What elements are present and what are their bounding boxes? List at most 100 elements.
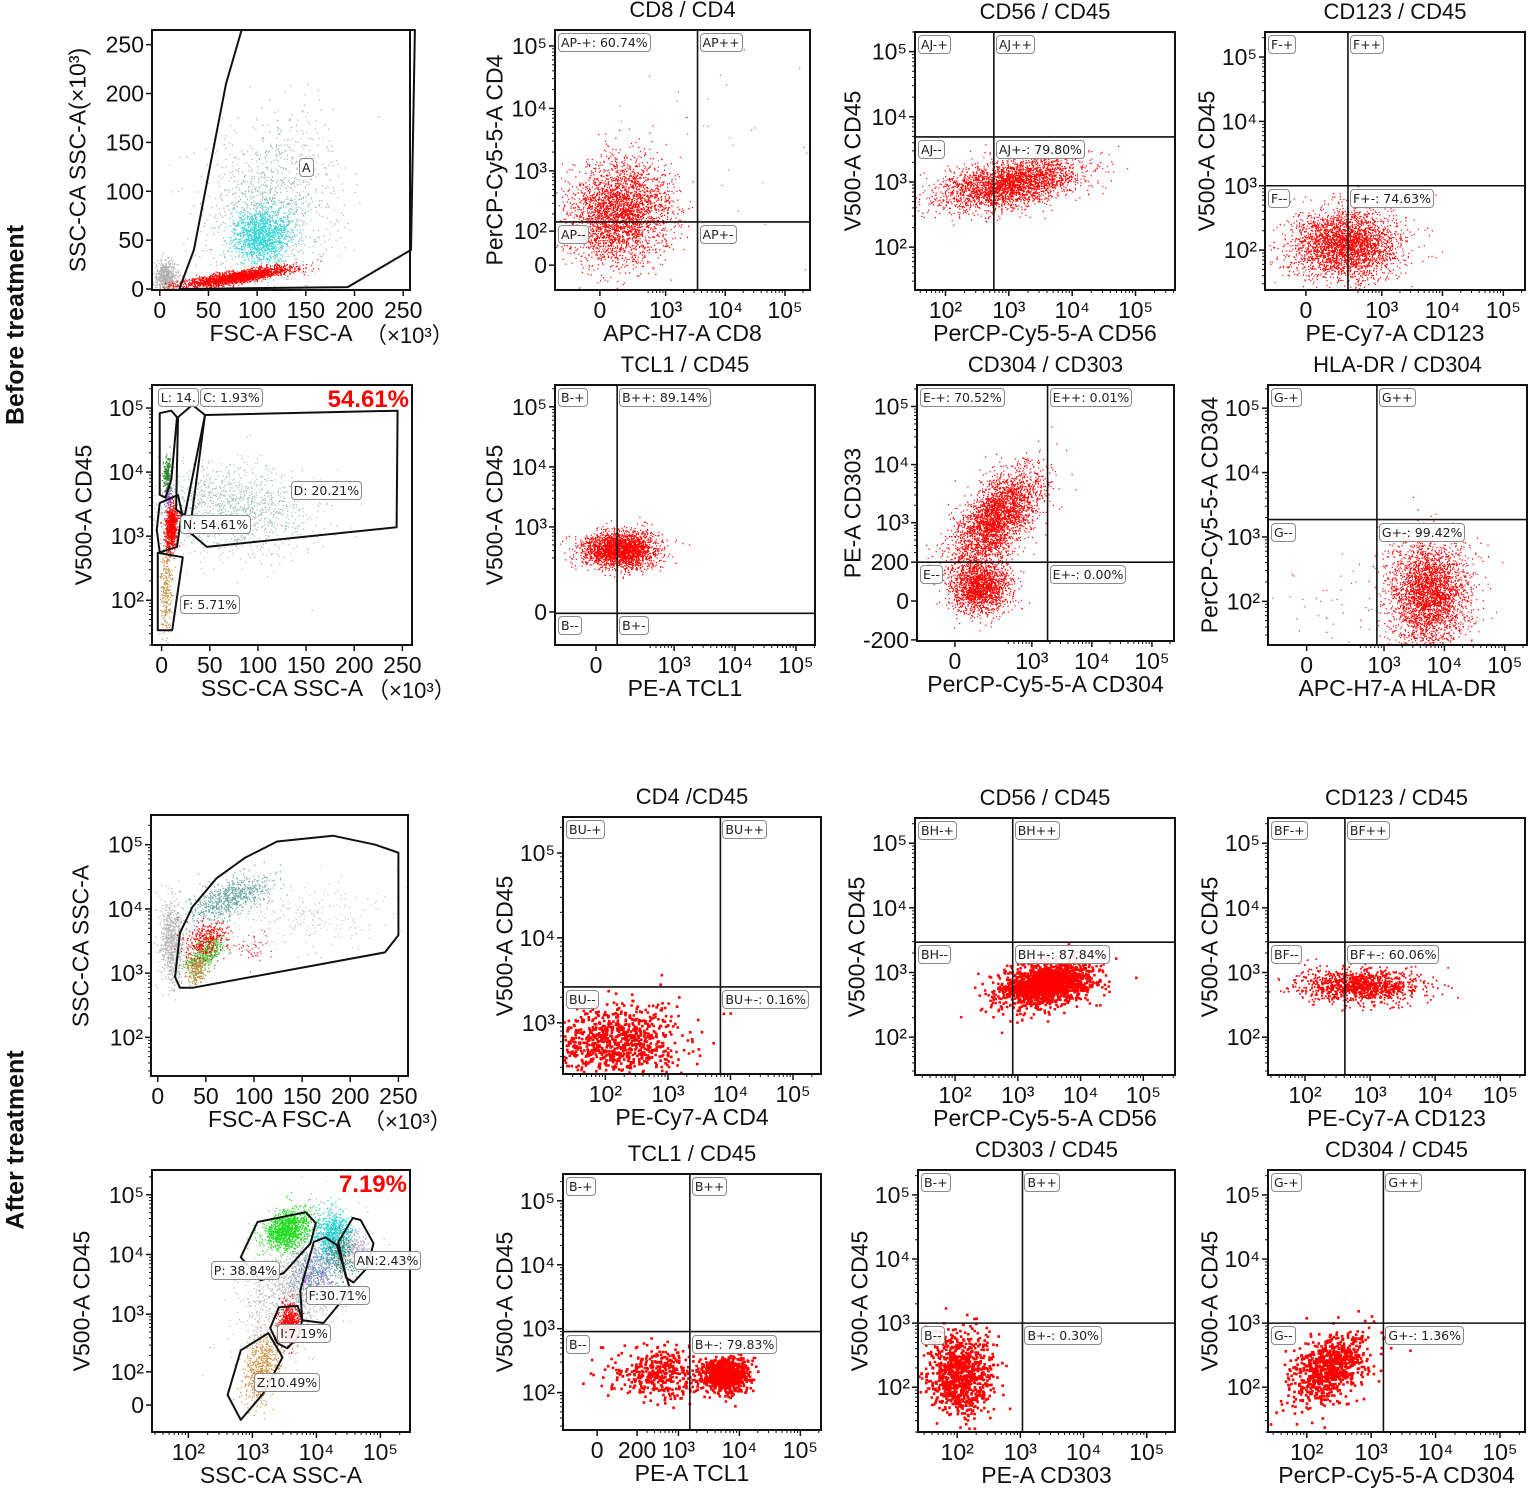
y-axis-label: V500-A CD45 [844, 876, 871, 1017]
x-tick-label: 10⁴ [1074, 648, 1109, 674]
y-tick-label: 10³ [110, 960, 144, 986]
y-axis-label: PerCP-Cy5-5-A CD304 [1197, 397, 1224, 633]
x-tick-label: 10⁵ [1118, 297, 1153, 323]
gate-polygon[interactable] [188, 409, 399, 548]
gate-polygon[interactable] [175, 403, 206, 517]
gate-polygon[interactable] [156, 551, 184, 632]
flow-plot-9: 0 50 100 150 200 250 10² 10³ 10⁴ 10⁵ FSC-A FSC-A SS… [68, 814, 452, 1134]
gate-polygon[interactable] [178, 29, 416, 290]
x-tick-label: 10⁵ [1482, 1439, 1517, 1465]
x-tick-label: 250 [379, 1083, 417, 1109]
plot-title: CD304 / CD45 [1324, 1137, 1469, 1162]
gate-label: Z:10.49% [253, 1372, 321, 1392]
gate-label: I:7.19% [277, 1324, 331, 1344]
gate-polygon[interactable] [299, 1236, 352, 1324]
x-tick-label: 200 [335, 297, 373, 323]
flow-plot-10: 10² 10³ 10⁴ 10⁵ 10³ 10⁴ 10⁵ BU-+ BU++ BU-- BU+-: 0… [492, 784, 822, 1130]
quadrant-label-bl: G-- [1271, 1326, 1296, 1346]
quadrant-label-tr: G++ [1378, 388, 1416, 407]
plot-title: CD4 /CD45 [635, 784, 749, 809]
y-axis-label-text: SSC-CA SSC-A [64, 109, 91, 273]
x-tick-label: 10² [941, 1439, 975, 1465]
y-tick-label: 10⁵ [1222, 44, 1257, 70]
plot-area: 0 10³ 10⁴ 10⁵ 0 10³ 10⁴ 10⁵ [512, 384, 816, 678]
x-tick-label: 10² [589, 1081, 623, 1107]
x-tick-label: 10⁵ [1486, 297, 1521, 323]
quadrant-label-tr: AJ++ [995, 35, 1036, 54]
y-tick-label: 0 [131, 1392, 144, 1418]
scatter-cluster-1 [583, 49, 808, 271]
x-tick-label: 10⁵ [1483, 1082, 1518, 1108]
quadrant-label-br: BH+-: 87.84% [1014, 945, 1110, 965]
gate-polygon[interactable] [226, 1332, 284, 1421]
plot-title: CD56 / CD45 [979, 785, 1111, 810]
flow-plot-7: 0 10³ 10⁴ 10⁵ -200 0 200 10³ 10⁴ 10⁵ E-+: 70.52% E+… [840, 352, 1175, 697]
plot-frame [914, 817, 1176, 1076]
y-axis-label-text: V500-A CD45 [481, 444, 508, 586]
y-tick-label: 10² [877, 1374, 911, 1400]
scatter-cluster-1 [931, 546, 1031, 632]
x-axis-label: SSC-CA SSC-A [199, 1462, 363, 1488]
y-tick-label: 10⁵ [512, 394, 547, 420]
quadrant-label-br: G+-: 1.36% [1385, 1326, 1464, 1346]
plot-frame [151, 384, 413, 646]
plot-title: TCL1 / CD45 [620, 352, 750, 377]
x-tick-label: 0 [590, 652, 603, 678]
y-tick-label: 10⁵ [1225, 395, 1260, 421]
scatter-cluster-0 [926, 426, 1077, 604]
scatter-cluster-1 [162, 83, 380, 290]
plot-area: 0 10³ 10⁴ 10⁵ -200 0 200 10³ 10⁴ 10⁵ [863, 384, 1175, 674]
y-tick-label: 10³ [111, 523, 145, 549]
x-tick-label: 200 [331, 1083, 369, 1109]
highlight-percentage: 54.61% [327, 386, 409, 413]
y-axis-label: V500-A CD45 [1197, 876, 1224, 1017]
y-tick-label: 10² [111, 587, 145, 613]
x-tick-label: 0 [1300, 297, 1313, 323]
y-tick-label: 10⁴ [1225, 895, 1260, 921]
y-tick-label: 10² [1227, 1374, 1261, 1400]
plot-frame [1267, 1169, 1526, 1433]
quadrant-label-bl: BH-- [918, 945, 951, 965]
x-tick-label: 0 [151, 1083, 164, 1109]
gate-polygon[interactable] [155, 493, 183, 554]
gate-polygon[interactable] [174, 834, 400, 989]
quadrant-label-bl: AJ-- [918, 139, 945, 159]
gate-label: A [299, 157, 314, 177]
highlight-percentage: 7.19% [338, 1171, 407, 1198]
plot-title: TCL1 / CD45 [627, 1141, 757, 1166]
x-tick-label: 10² [929, 297, 963, 323]
y-tick-label: 0 [131, 276, 144, 302]
x-axis-label: PE-A TCL1 [634, 1460, 750, 1486]
scatter-cluster-0 [1269, 185, 1444, 290]
y-tick-label: 10² [522, 1380, 556, 1406]
quadrant-label-bl: G-- [1271, 522, 1296, 542]
y-tick-label: 10² [110, 1024, 144, 1050]
y-axis-label-text: V500-A CD45 [1196, 1230, 1223, 1372]
y-tick-label: 10⁴ [875, 1246, 910, 1272]
x-axis-label: PE-Cy7-A CD123 [1305, 320, 1485, 346]
quadrant-label-tr: BF++ [1346, 821, 1390, 840]
y-tick-label: 10⁵ [520, 840, 555, 866]
gate-polygon[interactable] [158, 409, 178, 499]
x-axis-label: PE-Cy7-A CD4 [615, 1104, 769, 1130]
scatter-cluster-4 [279, 1216, 348, 1328]
scatter-cluster-0 [152, 255, 182, 290]
quadrant-label-br: G+-: 99.42% [1378, 522, 1466, 542]
x-tick-label: 10³ [1365, 297, 1399, 323]
y-tick-label: 10³ [1227, 960, 1261, 986]
scatter-cluster-0 [915, 135, 1129, 226]
x-axis-label: PE-A TCL1 [627, 675, 743, 701]
plot-frame [1267, 384, 1528, 646]
x-tick-label: 10⁴ [722, 1437, 757, 1463]
y-tick-label: 0 [534, 252, 547, 278]
y-axis-label-text: V500-A CD45 [491, 1231, 518, 1373]
y-tick-label: 10⁵ [109, 395, 144, 421]
y-tick-label: 10² [1224, 237, 1258, 263]
quadrant-label-br: E+-: 0.00% [1049, 565, 1127, 585]
quadrant-label-tr: BH++ [1014, 821, 1060, 840]
quadrant-label-tl: G-+ [1271, 1173, 1302, 1192]
y-axis-label: PE-A CD303 [840, 448, 867, 578]
plot-area: 10² 10³ 10⁴ 10⁵ 10² 10³ 10⁴ 10⁵ [875, 1169, 1176, 1465]
flow-plot-8: 0 10³ 10⁴ 10⁵ 10² 10³ 10⁴ 10⁵ G-+ G++ G-- G+-: 99.4… [1197, 352, 1528, 701]
